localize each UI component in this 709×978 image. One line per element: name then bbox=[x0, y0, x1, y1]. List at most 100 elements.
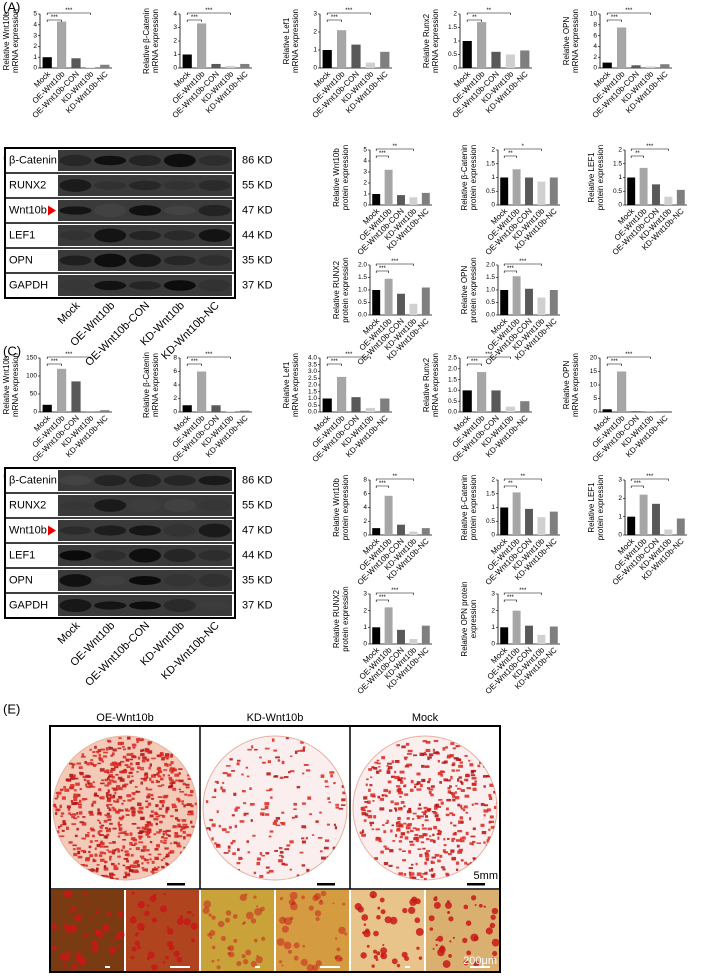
stain-dot bbox=[130, 767, 135, 771]
stain-dot bbox=[383, 862, 389, 866]
stain-dot bbox=[138, 836, 142, 840]
micro-spot bbox=[90, 917, 94, 921]
micro-spot bbox=[462, 937, 468, 944]
micro-spot bbox=[283, 941, 292, 950]
stain-dot bbox=[230, 841, 234, 845]
significance-label: *** bbox=[391, 259, 399, 265]
significance-label: *** bbox=[65, 8, 73, 14]
stain-dot bbox=[141, 759, 146, 763]
stain-dot bbox=[414, 783, 418, 786]
stain-dot bbox=[89, 827, 94, 831]
stain-dot bbox=[157, 774, 160, 778]
stain-dot bbox=[158, 828, 163, 832]
stain-dot bbox=[57, 791, 62, 795]
stain-dot bbox=[106, 815, 112, 818]
significance-label: *** bbox=[379, 151, 387, 157]
stain-dot bbox=[89, 854, 94, 858]
stain-dot bbox=[160, 839, 163, 843]
stain-dot bbox=[145, 868, 149, 872]
stain-dot bbox=[162, 857, 166, 860]
stain-dot bbox=[103, 819, 108, 823]
y-tick-label: 1.5 bbox=[308, 388, 317, 395]
stain-dot bbox=[451, 763, 455, 767]
micro-spot bbox=[435, 944, 438, 947]
significance-label: ** bbox=[508, 151, 513, 157]
stain-dot bbox=[264, 802, 270, 806]
stain-dot bbox=[140, 752, 145, 757]
stain-dot bbox=[103, 864, 107, 869]
stain-dot bbox=[107, 789, 110, 793]
stain-dot bbox=[120, 809, 124, 812]
stain-dot bbox=[419, 752, 425, 756]
stain-dot bbox=[231, 770, 236, 772]
lane-label: Mock bbox=[56, 619, 83, 646]
stain-dot bbox=[246, 840, 249, 843]
micro-spot bbox=[438, 946, 446, 954]
stain-dot bbox=[109, 877, 113, 880]
blot-band bbox=[163, 599, 196, 612]
y-tick-label: 0.5 bbox=[486, 188, 495, 195]
stain-dot bbox=[118, 762, 122, 765]
stain-dot bbox=[396, 866, 400, 869]
stain-dot bbox=[153, 817, 159, 821]
y-axis-label: Relative β-Catenin bbox=[142, 8, 151, 74]
significance-label: *** bbox=[485, 352, 493, 358]
stain-dot bbox=[155, 815, 161, 818]
stain-dot bbox=[97, 808, 100, 812]
stain-dot bbox=[269, 830, 274, 833]
stain-dot bbox=[80, 864, 85, 867]
stain-dot bbox=[281, 822, 286, 826]
stain-dot bbox=[391, 760, 394, 764]
stain-dot bbox=[69, 773, 73, 777]
stain-dot bbox=[136, 826, 141, 829]
stain-dot bbox=[94, 847, 97, 850]
significance-bracket bbox=[503, 263, 542, 266]
stain-dot bbox=[456, 844, 460, 848]
stain-dot bbox=[169, 850, 175, 854]
stain-dot bbox=[129, 762, 133, 766]
blot-band bbox=[198, 155, 231, 166]
stain-dot bbox=[69, 762, 73, 765]
micro-spot bbox=[203, 900, 212, 909]
micro-spot bbox=[373, 954, 378, 960]
stain-dot bbox=[118, 823, 123, 826]
y-axis-label: mRNA expression bbox=[11, 353, 20, 417]
stain-dot bbox=[389, 849, 394, 853]
stain-dot bbox=[177, 823, 181, 827]
blot-band bbox=[128, 253, 162, 268]
stain-dot bbox=[152, 872, 156, 875]
y-tick-label: 3 bbox=[491, 591, 495, 598]
stain-dot bbox=[265, 852, 270, 855]
micro-spot bbox=[315, 916, 320, 922]
blot-band bbox=[94, 253, 127, 268]
significance-label: *** bbox=[507, 266, 515, 272]
micro-spot bbox=[414, 917, 421, 924]
stain-dot bbox=[243, 814, 247, 817]
stain-dot bbox=[116, 763, 122, 767]
stain-dot bbox=[437, 859, 441, 863]
stain-dot bbox=[383, 830, 387, 834]
stain-dot bbox=[108, 746, 111, 749]
stain-dot bbox=[424, 871, 428, 875]
micro-spot bbox=[478, 903, 483, 908]
stain-dot bbox=[185, 803, 190, 806]
micro-spot bbox=[151, 917, 158, 923]
stain-dot bbox=[305, 836, 308, 840]
stain-dot bbox=[108, 793, 112, 797]
y-tick-label: 50 bbox=[30, 391, 38, 398]
stain-dot bbox=[137, 832, 143, 835]
stain-dot bbox=[104, 778, 108, 782]
stain-dot bbox=[117, 849, 121, 853]
y-tick-label: 2 bbox=[491, 607, 495, 614]
size-label: 47 KD bbox=[242, 524, 273, 536]
stain-dot bbox=[93, 793, 97, 797]
stain-dot bbox=[147, 750, 153, 754]
stain-dot bbox=[390, 829, 393, 833]
bar bbox=[225, 65, 236, 68]
stain-dot bbox=[110, 795, 115, 799]
stain-dot bbox=[151, 774, 156, 778]
stain-dot bbox=[141, 857, 145, 860]
stain-dot bbox=[183, 836, 186, 840]
stain-dot bbox=[251, 745, 254, 749]
bar bbox=[372, 528, 381, 535]
